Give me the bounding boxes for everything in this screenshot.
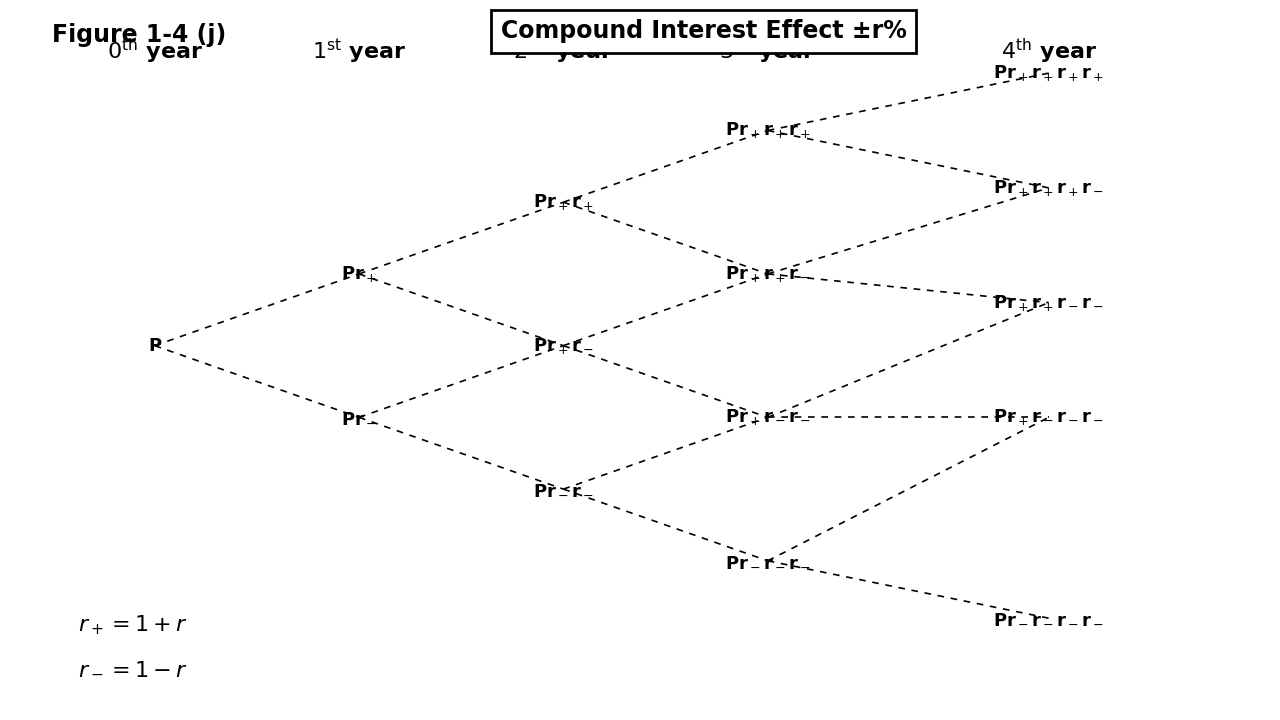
Text: Pr$_+$r$_+$r$_+$r$_-$: Pr$_+$r$_+$r$_+$r$_-$ <box>993 178 1105 198</box>
Text: Pr$_-$r$_-$r$_-$r$_-$: Pr$_-$r$_-$r$_-$r$_-$ <box>993 609 1105 627</box>
Text: Pr$_+$r$_+$r$_-$r$_-$: Pr$_+$r$_+$r$_-$r$_-$ <box>993 292 1105 312</box>
Text: $3^{\rm rd}$ year: $3^{\rm rd}$ year <box>719 37 815 66</box>
Text: Pr$_-$: Pr$_-$ <box>340 408 378 426</box>
Text: Pr$_+$r$_+$r$_+$: Pr$_+$r$_+$r$_+$ <box>724 120 810 140</box>
Text: $r_+ = 1 + r$: $r_+ = 1 + r$ <box>78 613 188 637</box>
Text: $0^{\rm th}$ year: $0^{\rm th}$ year <box>106 37 202 66</box>
Text: Pr$_+$r$_-$r$_-$r$_-$: Pr$_+$r$_-$r$_-$r$_-$ <box>993 408 1105 428</box>
Text: $2^{\rm nd}$ year: $2^{\rm nd}$ year <box>513 37 613 66</box>
Text: Pr$_+$r$_+$r$_-$: Pr$_+$r$_+$r$_-$ <box>724 264 810 284</box>
Text: Pr$_+$: Pr$_+$ <box>340 264 378 284</box>
Text: $4^{\rm th}$ year: $4^{\rm th}$ year <box>1001 37 1097 66</box>
Text: Figure 1-4 (j): Figure 1-4 (j) <box>52 23 227 47</box>
Text: Pr$_-$r$_-$: Pr$_-$r$_-$ <box>532 480 594 498</box>
Text: $r_- = 1 - r$: $r_- = 1 - r$ <box>78 658 188 678</box>
Text: Pr$_-$r$_-$r$_-$: Pr$_-$r$_-$r$_-$ <box>724 552 810 570</box>
Text: Pr$_+$r$_+$r$_+$r$_+$: Pr$_+$r$_+$r$_+$r$_+$ <box>993 63 1105 83</box>
Text: P: P <box>148 337 161 355</box>
Text: Pr$_+$r$_-$: Pr$_+$r$_-$ <box>532 336 594 356</box>
Text: Pr$_+$r$_+$: Pr$_+$r$_+$ <box>532 192 594 212</box>
Text: Compound Interest Effect ±r%: Compound Interest Effect ±r% <box>500 19 906 43</box>
Text: Pr$_+$r$_-$r$_-$: Pr$_+$r$_-$r$_-$ <box>724 408 810 428</box>
Text: $1^{\rm st}$ year: $1^{\rm st}$ year <box>312 37 406 66</box>
